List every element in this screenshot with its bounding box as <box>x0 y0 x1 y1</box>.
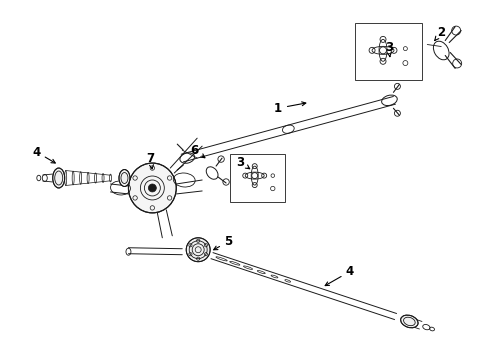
Text: 4: 4 <box>33 145 41 159</box>
Bar <box>230 154 285 202</box>
Bar <box>355 23 422 80</box>
Ellipse shape <box>128 163 176 213</box>
Circle shape <box>148 184 156 192</box>
Text: 1: 1 <box>274 102 282 115</box>
Ellipse shape <box>119 170 130 186</box>
Ellipse shape <box>401 315 418 328</box>
Text: 7: 7 <box>147 152 154 165</box>
Ellipse shape <box>186 238 210 262</box>
Text: 2: 2 <box>437 26 445 39</box>
Text: 3: 3 <box>236 156 244 168</box>
Text: 6: 6 <box>190 144 198 157</box>
Text: 5: 5 <box>224 235 232 248</box>
Ellipse shape <box>53 168 65 188</box>
Text: 4: 4 <box>345 265 354 278</box>
Text: 3: 3 <box>385 41 393 54</box>
